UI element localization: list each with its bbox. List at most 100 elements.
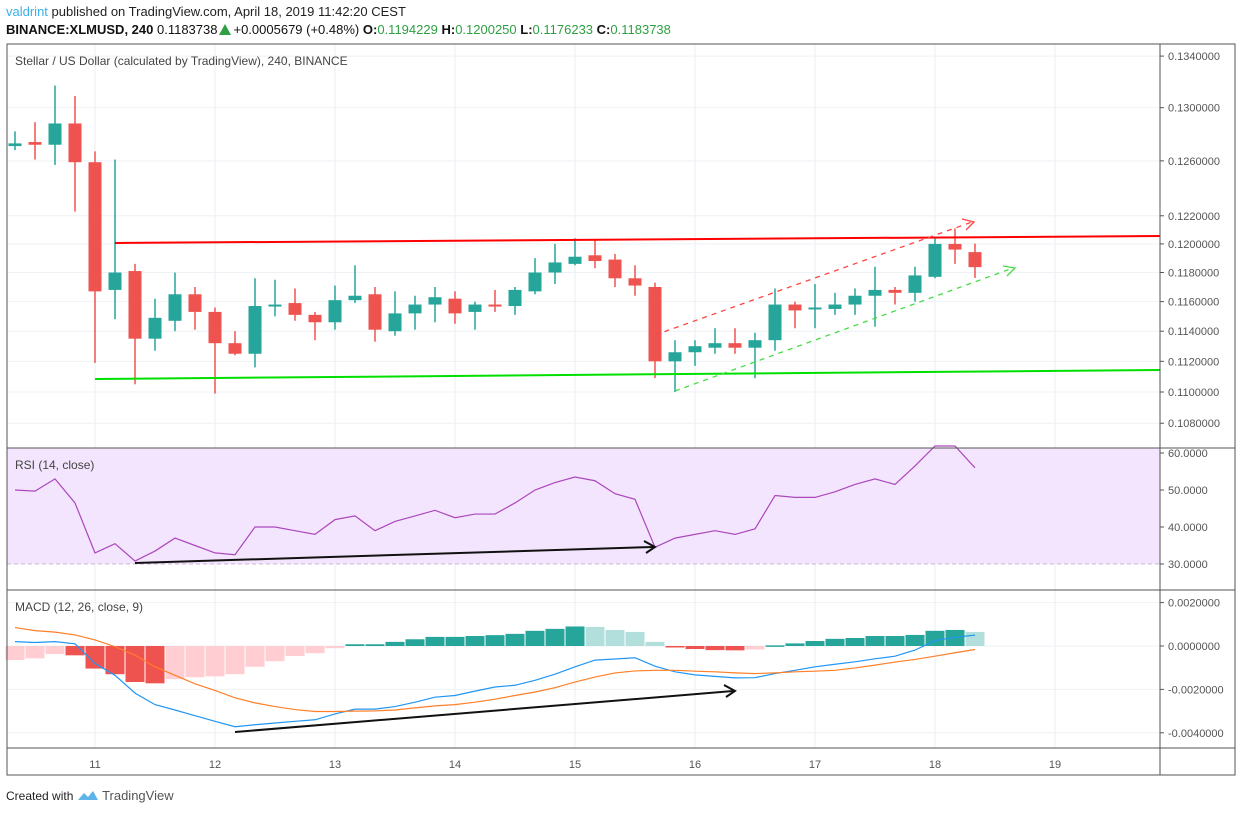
- rsi-axis-label: 40.0000: [1168, 522, 1208, 534]
- macd-histogram-bar: [285, 646, 305, 656]
- macd-histogram-bar: [625, 631, 645, 646]
- macd-histogram-bar: [65, 646, 85, 656]
- price-axis-label: 0.1100000: [1168, 387, 1219, 399]
- macd-histogram-bar: [745, 646, 765, 650]
- candle-body: [728, 343, 742, 348]
- high-label: H:: [441, 22, 456, 37]
- trendlines[interactable]: [94, 218, 1161, 392]
- rsi-pane-title: RSI (14, close): [15, 458, 95, 472]
- candle-body: [408, 304, 422, 314]
- macd-histogram-bar: [25, 646, 45, 659]
- macd-histogram-bar: [865, 636, 885, 646]
- macd-histogram-bar: [945, 629, 965, 646]
- support-line[interactable]: [94, 369, 1161, 380]
- price-change: +0.0005679 (+0.48%): [233, 22, 360, 37]
- macd-histogram-bar: [365, 644, 385, 646]
- publish-info: valdrint published on TradingView.com, A…: [6, 4, 406, 19]
- price-axis-label: 0.1340000: [1168, 51, 1220, 63]
- resistance-line[interactable]: [114, 235, 1161, 244]
- macd-histogram-bar: [465, 636, 485, 646]
- candle-body: [48, 123, 62, 145]
- tradingview-brand[interactable]: TradingView: [102, 788, 174, 803]
- published-text: published on TradingView.com, April 18, …: [51, 4, 406, 19]
- macd-histogram-bar: [425, 636, 445, 646]
- macd-histogram-bar: [505, 633, 525, 646]
- macd-histogram-bar: [725, 646, 745, 651]
- macd-axis-label: 0.0020000: [1168, 598, 1220, 610]
- candle-body: [128, 271, 142, 339]
- candle-body: [28, 142, 42, 145]
- candle-body: [688, 346, 702, 353]
- macd-line: [14, 634, 976, 728]
- candle-body: [168, 294, 182, 321]
- macd-histogram-bar: [665, 646, 685, 648]
- channel-upper-dashed[interactable]: [654, 221, 973, 336]
- candle-body: [448, 298, 462, 314]
- candle-body: [108, 272, 122, 290]
- candle-body: [8, 143, 22, 147]
- candle-body: [68, 123, 82, 163]
- rsi-divergence-arrow[interactable]: [134, 546, 654, 564]
- candle-body: [208, 311, 222, 344]
- macd-pane-title: MACD (12, 26, close, 9): [15, 600, 144, 614]
- candle-body: [708, 343, 722, 348]
- close-label: C:: [596, 22, 611, 37]
- candle-body: [768, 304, 782, 341]
- time-axis-label: 18: [929, 759, 941, 771]
- macd-histogram-bar: [605, 629, 625, 646]
- macd-histogram-bar: [685, 646, 705, 650]
- macd-histogram-bar: [705, 646, 725, 651]
- last-price: 0.1183738: [156, 22, 218, 37]
- macd-series: [5, 626, 985, 728]
- candle-body: [268, 304, 282, 307]
- macd-histogram-bar: [245, 646, 265, 667]
- macd-histogram-bar: [485, 635, 505, 646]
- time-axis-label: 19: [1049, 759, 1061, 771]
- rsi-axis-label: 50.0000: [1168, 485, 1208, 497]
- macd-histogram-bar: [125, 646, 145, 683]
- price-axis-label: 0.1220000: [1168, 211, 1220, 223]
- macd-axis-label: -0.0020000: [1168, 684, 1224, 696]
- candle-body: [928, 243, 942, 277]
- low-label: L:: [520, 22, 533, 37]
- candle-body: [628, 278, 642, 286]
- macd-histogram-bar: [965, 631, 985, 646]
- macd-histogram-bar: [845, 637, 865, 646]
- candle-body: [228, 343, 242, 354]
- signal-line: [14, 626, 976, 713]
- open-label: O:: [362, 22, 378, 37]
- time-axis-label: 17: [809, 759, 821, 771]
- candle-body: [868, 289, 882, 296]
- candle-body: [248, 306, 262, 354]
- macd-divergence-arrow[interactable]: [234, 690, 734, 733]
- low-value: 0.1176233: [532, 22, 594, 37]
- macd-histogram-bar: [885, 636, 905, 646]
- arrow-head-icon: [1002, 265, 1017, 277]
- macd-histogram-bar: [825, 638, 845, 646]
- candle-body: [828, 304, 842, 309]
- macd-axis-label: -0.0040000: [1168, 728, 1224, 740]
- macd-histogram-bar: [585, 626, 605, 646]
- candle-body: [488, 304, 502, 307]
- candle-body: [88, 162, 102, 292]
- price-axis-label: 0.1080000: [1168, 418, 1220, 430]
- candle-body: [888, 289, 902, 293]
- macd-histogram-bar: [445, 636, 465, 646]
- chart-frame: [6, 43, 1236, 776]
- macd-histogram-bar: [5, 646, 25, 661]
- candle-body: [968, 252, 982, 268]
- close-value: 0.1183738: [610, 22, 671, 37]
- price-axis-label: 0.1200000: [1168, 239, 1220, 251]
- candle-body: [348, 295, 362, 301]
- axes[interactable]: 0.1340000 0.1300000 0.1260000 0.1220000 0.12…: [89, 51, 1223, 771]
- macd-histogram-bar: [565, 626, 585, 646]
- macd-histogram-bar: [205, 646, 225, 677]
- author-link[interactable]: valdrint: [6, 4, 48, 19]
- arrow-head-icon: [723, 684, 737, 698]
- rsi-axis-label: 60.0000: [1168, 448, 1208, 460]
- candle-body: [528, 272, 542, 292]
- price-axis-label: 0.1180000: [1168, 268, 1219, 280]
- macd-histogram-bar: [345, 644, 365, 646]
- macd-histogram-bar: [105, 646, 125, 675]
